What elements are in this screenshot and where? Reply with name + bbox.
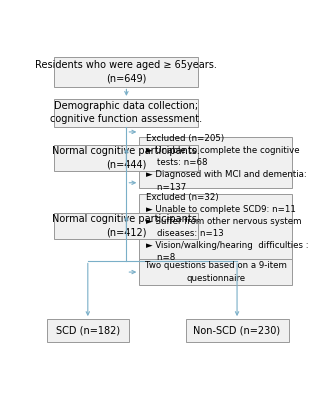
Text: SCD (n=182): SCD (n=182) (56, 326, 120, 336)
Text: Demographic data collection;
cognitive function assessment.: Demographic data collection; cognitive f… (50, 101, 203, 124)
Text: Normal cognitive participants.
(n=412): Normal cognitive participants. (n=412) (52, 214, 200, 238)
Text: Residents who were aged ≥ 65years.
(n=649): Residents who were aged ≥ 65years. (n=64… (36, 60, 217, 84)
Text: Two questions based on a 9-item
questionnaire: Two questions based on a 9-item question… (145, 262, 287, 283)
FancyBboxPatch shape (139, 259, 292, 285)
FancyBboxPatch shape (46, 319, 129, 342)
Text: Excluded (n=32)
► Unable to complete SCD9: n=11
► Suffer from other nervous syst: Excluded (n=32) ► Unable to complete SCD… (146, 192, 308, 262)
FancyBboxPatch shape (139, 194, 292, 260)
FancyBboxPatch shape (54, 99, 199, 126)
FancyBboxPatch shape (54, 213, 199, 239)
FancyBboxPatch shape (186, 319, 289, 342)
Text: Normal cognitive participants.
(n=444): Normal cognitive participants. (n=444) (52, 146, 200, 170)
FancyBboxPatch shape (54, 57, 199, 86)
FancyBboxPatch shape (139, 137, 292, 188)
FancyBboxPatch shape (54, 145, 199, 171)
Text: Excluded (n=205)
► Unable to complete the cognitive
    tests: n=68
► Diagnosed : Excluded (n=205) ► Unable to complete th… (146, 134, 306, 192)
Text: Non-SCD (n=230): Non-SCD (n=230) (194, 326, 281, 336)
